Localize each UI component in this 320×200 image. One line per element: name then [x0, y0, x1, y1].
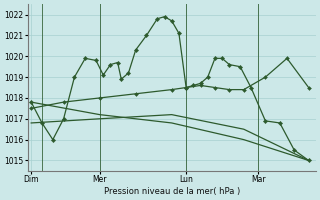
X-axis label: Pression niveau de la mer( hPa ): Pression niveau de la mer( hPa )	[104, 187, 240, 196]
